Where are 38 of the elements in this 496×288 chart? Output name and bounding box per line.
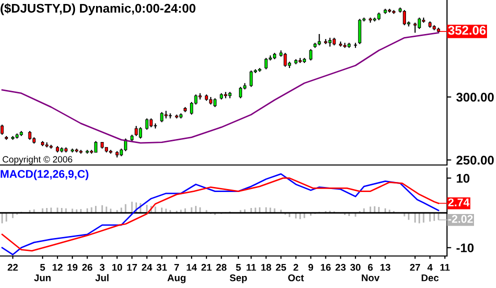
x-tick-label: 23 [336, 264, 346, 271]
x-tick-label: 14 [186, 264, 197, 271]
y-tick-label: 250.00 [456, 156, 494, 165]
x-tick-label: 2 Oct [288, 264, 304, 282]
x-tick-label: 26 [82, 264, 92, 271]
chart-title: ($DJUSTY,D) Dynamic,0:00-24:00 [0, 3, 196, 16]
x-tick-label: 6 Nov [362, 264, 380, 282]
x-tick-label: 10 [112, 264, 122, 271]
x-tick-label: 11 [440, 264, 450, 271]
x-tick-label: 7 Aug [167, 264, 186, 284]
x-tick-label: 31 [156, 264, 167, 271]
x-tick-label: 28 [216, 264, 226, 271]
x-tick-label: 24 [142, 264, 152, 271]
x-tick-label: 3 Jul [95, 264, 109, 282]
x-tick-label: 21 [201, 264, 212, 271]
annotation: Copyright © 2006 [2, 156, 72, 164]
x-tick-label: 18 [261, 264, 272, 271]
annotation: 352.06 [448, 26, 486, 35]
y-tick-label: -10 [456, 243, 474, 252]
x-tick-label: 4 Dec [422, 264, 439, 282]
x-tick-label: 9 [308, 264, 314, 271]
annotation: 2.74 [448, 198, 470, 206]
x-tick-label: 27 [410, 264, 420, 271]
x-tick-label: 30 [350, 264, 360, 271]
annotation: -2.02 [448, 215, 473, 223]
x-tick-label: 22 [8, 264, 18, 271]
x-tick-label: 11 [246, 264, 256, 271]
y-tick-label: 10 [456, 174, 470, 183]
x-tick-label: 5 Sep [230, 264, 247, 284]
x-tick-label: 19 [68, 264, 78, 271]
x-tick-label: 16 [320, 264, 331, 271]
chart-title: MACD(12,26,9,C) [0, 170, 88, 180]
y-tick-label: 300.00 [456, 92, 494, 102]
x-tick-label: 13 [380, 264, 390, 271]
x-tick-label: 12 [52, 264, 62, 271]
x-tick-label: 17 [127, 264, 137, 271]
x-tick-label: 5 Jun [34, 264, 51, 282]
x-tick-label: 25 [276, 264, 286, 271]
